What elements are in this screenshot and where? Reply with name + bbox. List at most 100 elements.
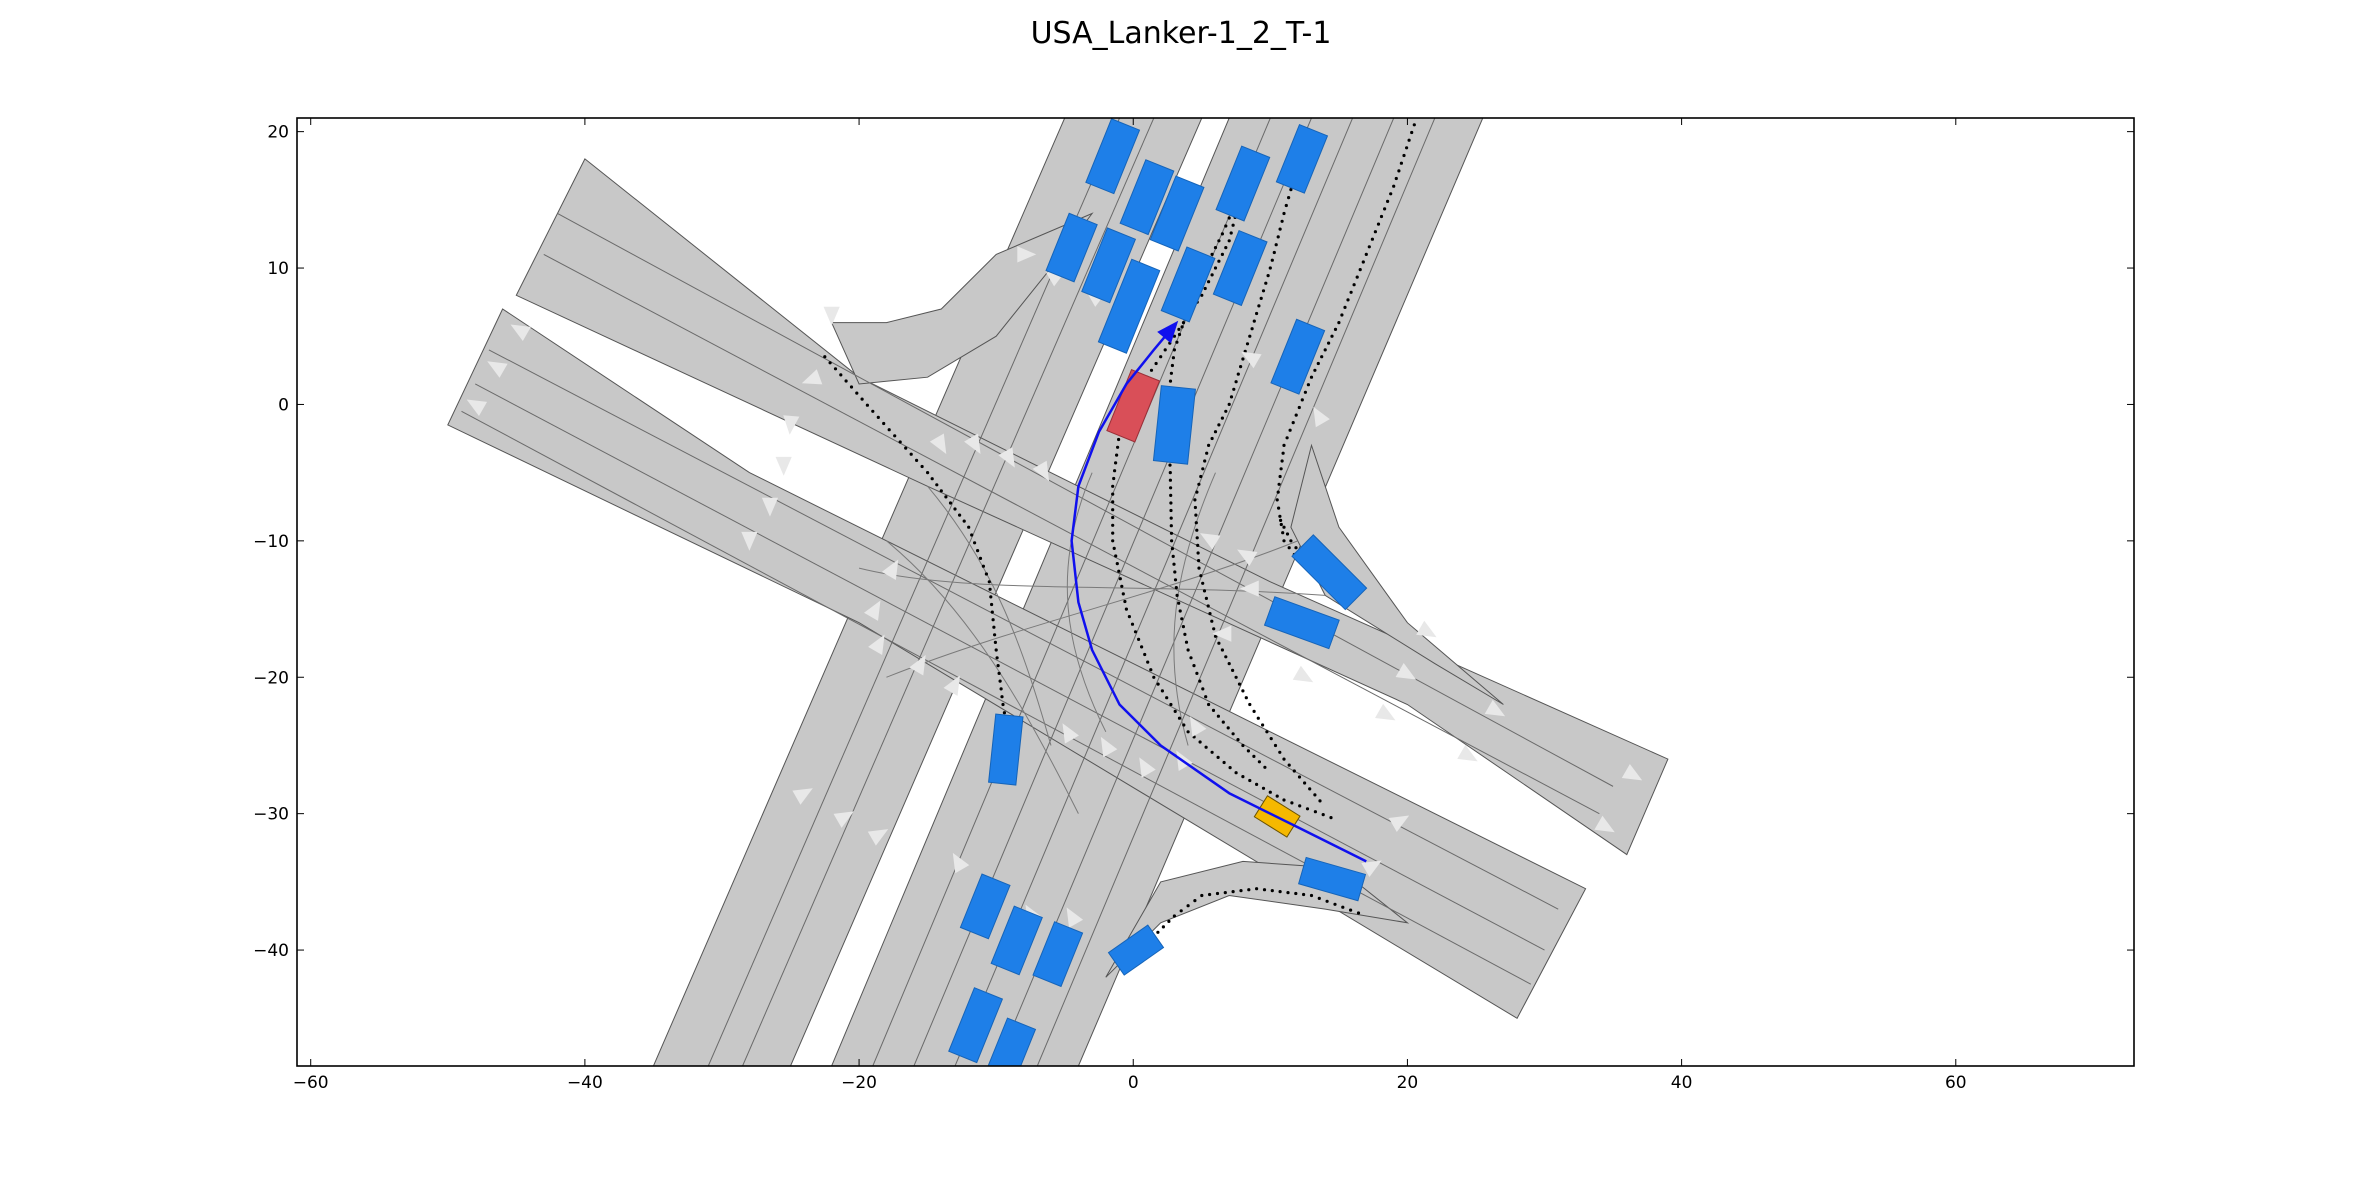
trajectory-2-dot [1294,413,1298,417]
trajectory-3-dot [1181,321,1186,325]
trajectory-3-dot [1329,816,1333,820]
trajectory-4-dot [1207,702,1211,707]
trajectory-2-dot [1291,421,1295,425]
trajectory-2-dot [1392,184,1396,188]
axis-ticks: −60 −40 −20 0 20 40 60 20 10 0 −10 −20 −30 −40 [253,118,2134,1093]
direction-arrow-7 [761,497,779,517]
trajectory-4-dot [1211,708,1216,713]
trajectory-5-dot [1356,911,1361,915]
trajectory-4-dot [1213,246,1218,250]
trajectory-2-dot [1343,305,1347,309]
trajectory-1-dot [1255,311,1259,316]
trajectory-1-dot [1248,334,1252,338]
trajectory-3-dot [1290,801,1294,805]
trajectory-4-dot [1180,617,1184,621]
trajectory-1-dot [1207,443,1211,447]
trajectory-1-dot [1194,513,1198,517]
trajectory-0-dot [944,495,948,499]
trajectory-4-dot [1184,640,1189,644]
trajectory-1-dot [1229,395,1234,399]
trajectory-2-dot [1370,237,1374,241]
trajectory-2-dot [1410,130,1414,135]
trajectory-0-dot [997,671,1001,676]
trajectory-1-dot [1237,682,1242,686]
trajectory-4-dot [1169,508,1173,513]
trajectory-4-dot [1178,609,1182,613]
direction-arrow-18 [1200,533,1221,550]
trajectory-1-dot [1292,769,1296,773]
trajectory-3-dot [1210,273,1214,277]
direction-arrow-31 [1361,860,1382,878]
road-north-right [831,118,1484,1066]
trajectory-1-dot [1234,675,1238,679]
obstacle-vehicle-20 [948,987,1004,1064]
trajectory-4-dot [1171,554,1175,559]
trajectory-1-dot [1250,327,1254,331]
obstacle-vehicle-14 [988,713,1024,786]
trajectory-1-dot [1278,227,1282,231]
trajectory-0-dot [976,549,980,553]
trajectory-4-dot [1224,224,1228,228]
trajectory-3-dot [1114,461,1118,465]
trajectory-0-dot [844,379,848,383]
trajectory-3-dot [1298,804,1302,808]
trajectory-3-dot [1261,786,1266,790]
trajectory-0-dot [973,541,977,545]
trajectory-3-dot [1111,500,1115,504]
trajectory-2-dot [1355,275,1359,279]
trajectory-2-dot [1412,123,1416,127]
trajectory-3-dot [1163,348,1167,352]
trajectory-4-dot [1183,632,1187,637]
trajectory-5-dot [1262,888,1267,892]
trajectory-1-dot [1282,211,1286,216]
trajectory-2-dot [1282,443,1286,447]
lane-line-7 [557,213,1614,787]
trajectory-2-dot [1288,428,1292,432]
trajectory-0-dot [898,440,902,444]
direction-arrow-32 [881,559,899,580]
direction-arrow-16 [1241,351,1262,369]
trajectory-5-dot [1239,889,1243,893]
trajectory-0-dot [882,421,886,426]
trajectory-2-dot [1352,283,1356,287]
trajectory-0-dot [833,367,838,371]
obstacle-vehicle-17 [990,905,1043,976]
y-tick-label: 20 [267,123,289,143]
trajectory-1-dot [1199,574,1203,578]
trajectory-2-dot [1309,375,1314,379]
trajectory-4-dot [1175,340,1179,344]
trajectory-2-dot [1297,405,1301,410]
trajectory-0-dot [989,595,993,599]
direction-arrow-10 [487,361,508,378]
trajectory-4-dot [1173,570,1177,574]
trajectory-2-dot [1340,313,1344,317]
trajectory-1-dot [1202,589,1207,593]
trajectory-0-dot [904,446,908,450]
trajectory-2-dot [1279,522,1283,527]
lane-line-5 [995,118,1395,1066]
trajectory-1-dot [1265,730,1269,734]
trajectory-0-dot [967,525,971,529]
trajectory-4-dot [1231,732,1235,736]
trajectory-1-dot [1197,566,1201,570]
lane-line-4 [954,118,1354,1066]
trajectory-1-dot [1212,627,1216,631]
trajectory-3-dot [1222,760,1226,765]
trajectory-1-dot [1204,596,1208,601]
trajectory-1-dot [1193,505,1197,510]
trajectory-1-dot [1245,342,1250,346]
trajectory-0-dot [999,687,1003,691]
direction-arrow-45 [1189,716,1207,737]
trajectory-3-dot [1159,355,1163,359]
trajectory-0-dot [962,519,966,523]
trajectory-0-dot [865,403,870,407]
x-tick-label: 0 [1128,1073,1139,1093]
trajectory-0-dot [981,564,986,568]
direction-arrow-14 [998,447,1015,468]
y-tick-label: 0 [278,395,289,415]
trajectory-3-dot [1124,607,1128,611]
trajectory-0-dot [860,397,864,401]
trajectory-2-dot [1402,153,1406,158]
direction-arrow-38 [833,811,854,828]
trajectory-6-dot [1294,546,1298,550]
